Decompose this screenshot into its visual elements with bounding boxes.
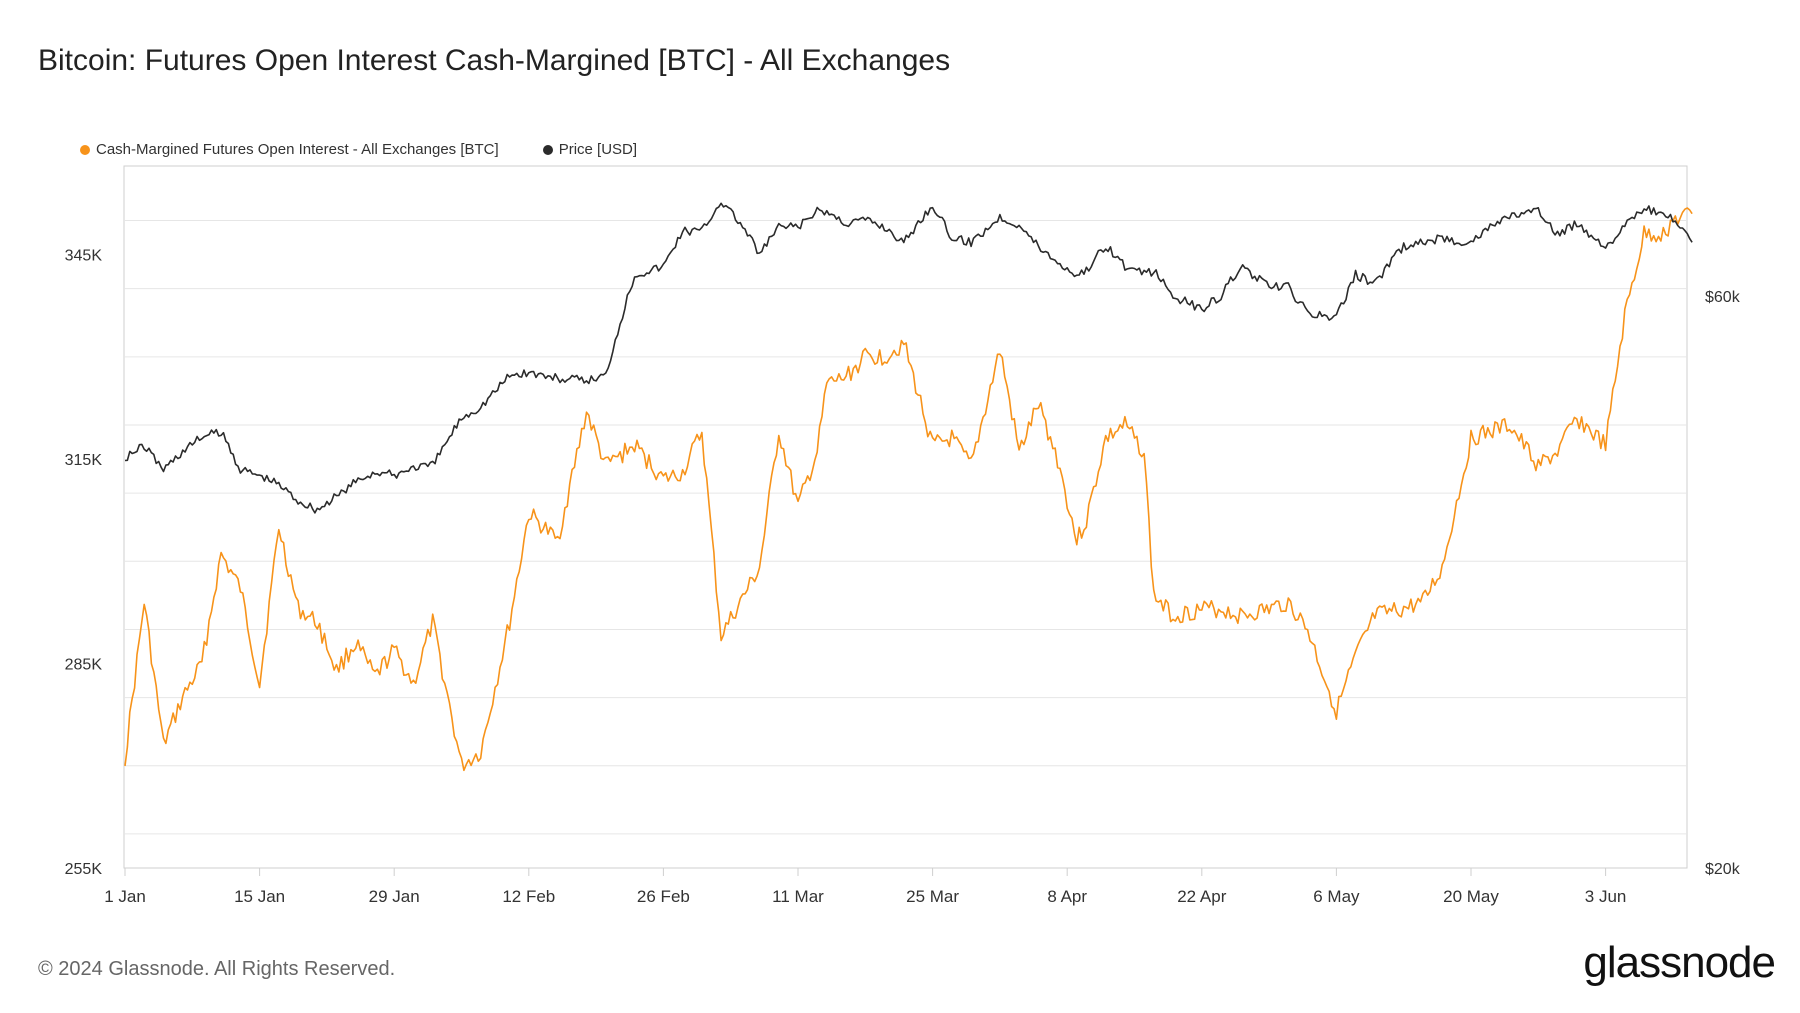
x-tick-label: 25 Mar: [906, 887, 959, 906]
x-tick-label: 26 Feb: [637, 887, 690, 906]
y-tick-label-left: 345K: [65, 248, 103, 265]
x-tick-label: 12 Feb: [502, 887, 555, 906]
copyright-footer: © 2024 Glassnode. All Rights Reserved.: [38, 958, 396, 980]
plot-frame: [123, 165, 1688, 869]
legend-item-oi[interactable]: Cash-Margined Futures Open Interest - Al…: [80, 141, 499, 158]
legend-label-oi: Cash-Margined Futures Open Interest - Al…: [96, 141, 499, 158]
x-tick-label: 6 May: [1313, 887, 1360, 906]
x-tick-label: 11 Mar: [772, 887, 824, 906]
x-tick-label: 22 Apr: [1177, 887, 1226, 906]
x-tick-label: 3 Jun: [1585, 887, 1627, 906]
series-line-open-interest: [124, 207, 1693, 772]
legend-swatch-oi: [80, 144, 90, 155]
legend-label-price: Price [USD]: [558, 141, 638, 158]
y-tick-label-left: 285K: [65, 657, 103, 674]
y-tick-label-right: $60k: [1705, 289, 1741, 306]
legend-swatch-price: [542, 144, 553, 155]
x-tick-label: 8 Apr: [1047, 887, 1087, 906]
x-tick-label: 1 Jan: [104, 887, 146, 906]
y-tick-label-left: 255K: [65, 861, 103, 878]
y-tick-label-left: 315K: [65, 452, 103, 469]
x-tick-label: 15 Jan: [234, 887, 285, 906]
y-tick-label-right: $20k: [1705, 861, 1741, 878]
legend: Cash-Margined Futures Open Interest - Al…: [80, 141, 637, 158]
series-line-price: [124, 202, 1693, 514]
legend-item-price[interactable]: Price [USD]: [542, 141, 638, 158]
chart-title: Bitcoin: Futures Open Interest Cash-Marg…: [38, 44, 951, 77]
x-tick-label: 20 May: [1443, 887, 1499, 906]
brand-logo[interactable]: glassnode: [1583, 938, 1776, 987]
x-tick-label: 29 Jan: [369, 887, 420, 906]
